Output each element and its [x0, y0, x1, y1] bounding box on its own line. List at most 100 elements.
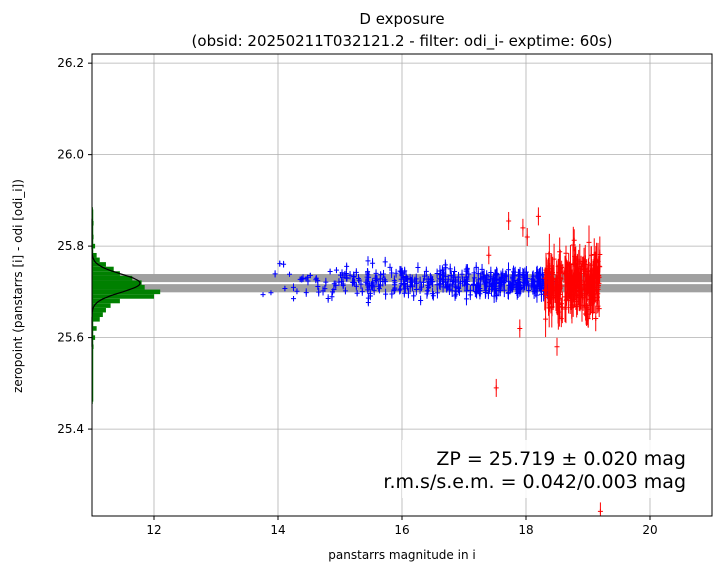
blue-point — [287, 271, 293, 277]
red-point — [584, 311, 590, 317]
blue-point — [492, 272, 498, 278]
blue-point — [382, 277, 388, 283]
red-point — [563, 250, 569, 256]
blue-point — [327, 269, 333, 275]
blue-point — [344, 275, 350, 281]
red-point — [554, 294, 560, 300]
blue-point — [434, 270, 440, 276]
blue-point — [442, 262, 448, 268]
x-tick-label: 18 — [518, 523, 533, 537]
blue-point — [365, 272, 371, 278]
red-point — [573, 271, 579, 277]
blue-point — [534, 270, 540, 276]
red-point — [551, 256, 557, 262]
y-tick-label: 25.6 — [57, 331, 84, 345]
blue-point — [325, 296, 331, 302]
red-point — [593, 316, 599, 322]
red-outlier-point — [524, 234, 530, 240]
ticks: 12 14 16 18 20 25.4 25.6 25.8 26.0 26.2 — [57, 56, 657, 537]
red-outlier-point — [486, 252, 492, 258]
histogram-bar — [92, 275, 133, 281]
histogram-bar — [92, 312, 103, 318]
blue-point — [516, 272, 522, 278]
blue-point — [411, 293, 417, 299]
blue-point — [505, 267, 511, 273]
blue-point — [409, 279, 415, 285]
blue-point — [449, 288, 455, 294]
blue-point — [373, 270, 379, 276]
blue-point — [281, 261, 287, 267]
blue-point — [398, 269, 404, 275]
blue-point — [496, 287, 502, 293]
blue-point — [463, 296, 469, 302]
blue-point — [440, 284, 446, 290]
blue-point — [521, 280, 527, 286]
blue-point — [373, 277, 379, 283]
y-tick-label: 25.8 — [57, 239, 84, 253]
blue-point — [397, 286, 403, 292]
blue-point — [473, 264, 479, 270]
red-point — [577, 288, 583, 294]
blue-point — [484, 272, 490, 278]
blue-point — [529, 276, 535, 282]
blue-point — [530, 273, 536, 279]
blue-point — [486, 284, 492, 290]
blue-point — [372, 275, 378, 281]
blue-point — [402, 285, 408, 291]
blue-point — [407, 284, 413, 290]
blue-point — [393, 270, 399, 276]
blue-point — [437, 281, 443, 287]
blue-point — [387, 264, 393, 270]
blue-point — [299, 276, 305, 282]
red-outlier-point — [506, 218, 512, 224]
x-tick-label: 16 — [394, 523, 409, 537]
blue-point — [459, 271, 465, 277]
red-point — [588, 293, 594, 299]
blue-point — [322, 286, 328, 292]
blue-point — [534, 270, 540, 276]
blue-point — [452, 293, 458, 299]
blue-point — [315, 278, 321, 284]
red-point — [595, 287, 601, 293]
red-outlier-point — [588, 252, 594, 258]
histogram-bar — [92, 243, 96, 249]
blue-point — [464, 281, 470, 287]
blue-point — [491, 293, 497, 299]
blue-point — [471, 270, 477, 276]
blue-point — [445, 276, 451, 282]
blue-point — [339, 279, 345, 285]
red-point — [574, 293, 580, 299]
blue-point — [277, 261, 283, 267]
histogram-bar — [92, 317, 100, 322]
blue-point — [418, 297, 424, 303]
red-point — [562, 306, 568, 312]
blue-point — [376, 286, 382, 292]
blue-point — [450, 279, 456, 285]
histogram-bar — [92, 307, 106, 313]
blue-point — [520, 283, 526, 289]
red-point — [585, 271, 591, 277]
blue-point — [528, 281, 534, 287]
red-point — [594, 274, 600, 280]
red-point — [590, 275, 596, 281]
annotation-box — [402, 440, 692, 498]
blue-point — [352, 280, 358, 286]
blue-point — [307, 272, 313, 278]
blue-point — [417, 279, 423, 285]
red-point — [543, 287, 549, 293]
histogram-bar — [92, 326, 97, 331]
red-point — [590, 310, 596, 316]
red-outlier-point — [520, 225, 526, 231]
red-point — [559, 264, 565, 270]
blue-point — [370, 260, 376, 266]
blue-point — [397, 268, 403, 274]
histogram-bar — [92, 303, 111, 308]
histogram-bar — [92, 298, 120, 304]
blue-point — [475, 271, 481, 277]
blue-point — [391, 278, 397, 284]
blue-point — [526, 287, 532, 293]
red-point — [559, 283, 565, 289]
histogram — [91, 207, 161, 404]
blue-point — [340, 283, 346, 289]
blue-point — [389, 270, 395, 276]
